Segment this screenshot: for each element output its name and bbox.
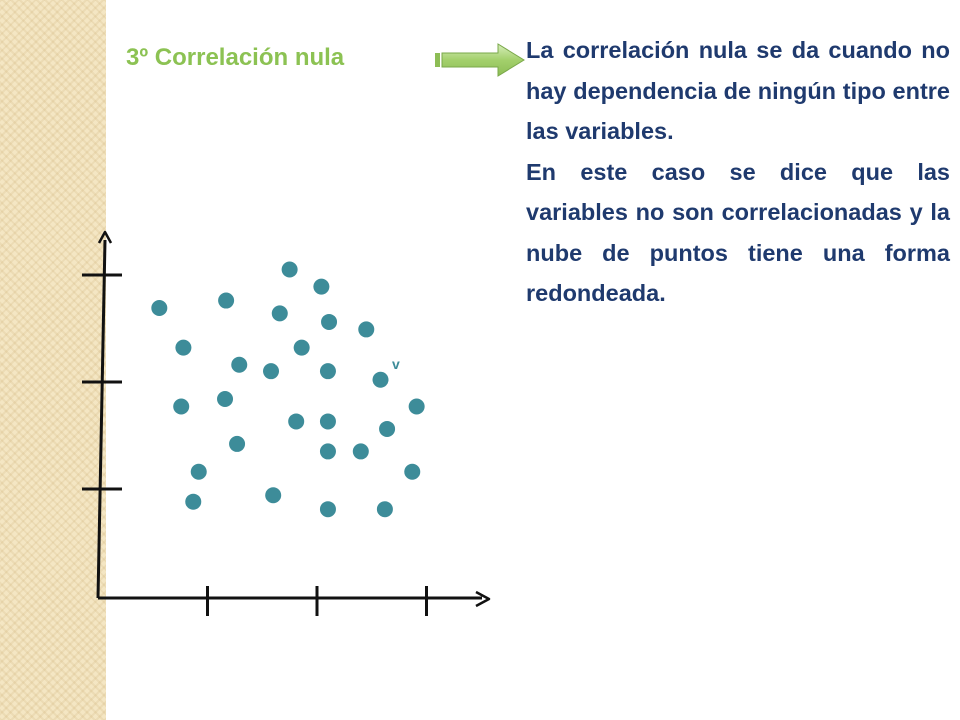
- data-point: [288, 413, 305, 430]
- right-arrow-icon: [435, 43, 525, 77]
- stray-label: v: [392, 356, 400, 372]
- data-point: [352, 443, 369, 460]
- data-point: [404, 463, 421, 480]
- slide-title: 3º Correlación nula: [126, 44, 345, 71]
- data-point: [173, 398, 190, 415]
- axes: [82, 230, 491, 616]
- data-point: [218, 292, 235, 309]
- data-point: [263, 363, 280, 380]
- data-point: [281, 261, 298, 278]
- decorative-side-strip: [0, 0, 106, 720]
- data-point: [265, 487, 282, 504]
- description-text: La correlación nula se da cuando no hay …: [526, 30, 950, 314]
- data-point: [358, 321, 375, 338]
- data-point: [217, 390, 234, 407]
- paragraph-definition: La correlación nula se da cuando no hay …: [526, 37, 950, 144]
- x-axis-arrowhead: [475, 590, 491, 608]
- data-point: [293, 339, 310, 356]
- data-point: [190, 463, 207, 480]
- data-point: [379, 420, 396, 437]
- data-point: [231, 356, 248, 373]
- data-point: [271, 305, 288, 322]
- data-point: [229, 435, 246, 452]
- data-point: [185, 493, 202, 510]
- data-point: [175, 339, 192, 356]
- data-point: [321, 313, 338, 330]
- scatter-points: [151, 261, 425, 518]
- data-point: [151, 300, 168, 317]
- data-point: [376, 501, 393, 518]
- data-point: [319, 413, 336, 430]
- data-point: [372, 371, 389, 388]
- data-point: [319, 363, 336, 380]
- data-point: [408, 398, 425, 415]
- data-point: [319, 443, 336, 460]
- paragraph-explanation: En este caso se dice que las variables n…: [526, 158, 950, 307]
- data-point: [313, 278, 330, 295]
- data-point: [319, 501, 336, 518]
